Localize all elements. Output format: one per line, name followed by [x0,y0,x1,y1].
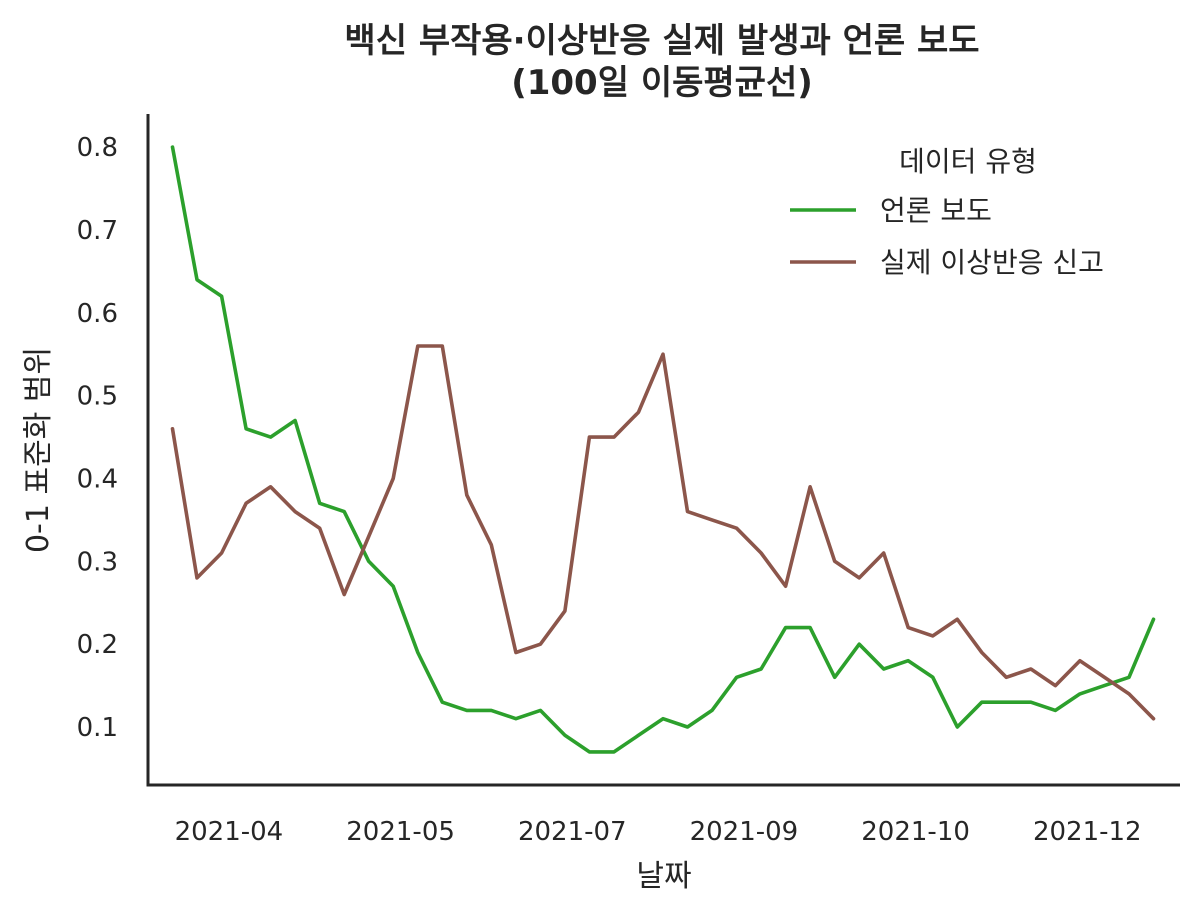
x-tick-label: 2021-04 [175,817,284,847]
x-tick-label: 2021-12 [1033,817,1142,847]
x-axis-ticks: 2021-04 2021-05 2021-07 2021-09 2021-10 2021-… [175,817,1142,847]
y-tick-label: 0.7 [77,216,118,246]
y-tick-label: 0.3 [77,547,118,577]
x-tick-label: 2021-07 [518,817,627,847]
y-tick-label: 0.6 [77,299,118,329]
series-line-1 [170,145,1156,754]
y-axis-label: 0-1 표준화 범위 [21,347,56,553]
x-tick-label: 2021-09 [690,817,799,847]
legend-label-1: 언론 보도 [880,194,992,227]
series-line-2 [170,344,1156,721]
chart-title: 백신 부작용·이상반응 실제 발생과 언론 보도 (100일 이동평균선) [344,21,979,103]
chart-title-line-2: (100일 이동평균선) [511,63,813,103]
y-tick-label: 0.5 [77,382,118,412]
plot-area: 0.10.20.30.40.50.60.70.8 2021-04 2021-05 2… [77,114,1180,847]
series-layer [170,145,1156,754]
y-tick-label: 0.4 [77,464,118,494]
y-tick-label: 0.1 [77,713,118,743]
legend-label-2: 실제 이상반응 신고 [880,246,1104,279]
x-tick-label: 2021-10 [861,817,970,847]
y-tick-label: 0.2 [77,630,118,660]
x-tick-label: 2021-05 [346,817,455,847]
x-axis-label: 날짜 [636,859,691,894]
legend-title: 데이터 유형 [899,145,1037,178]
y-tick-label: 0.8 [77,133,118,163]
y-axis-ticks: 0.1 0.2 0.3 0.4 0.5 0.6 0.7 0.8 [77,133,118,743]
chart-title-line-1: 백신 부작용·이상반응 실제 발생과 언론 보도 [344,21,979,61]
